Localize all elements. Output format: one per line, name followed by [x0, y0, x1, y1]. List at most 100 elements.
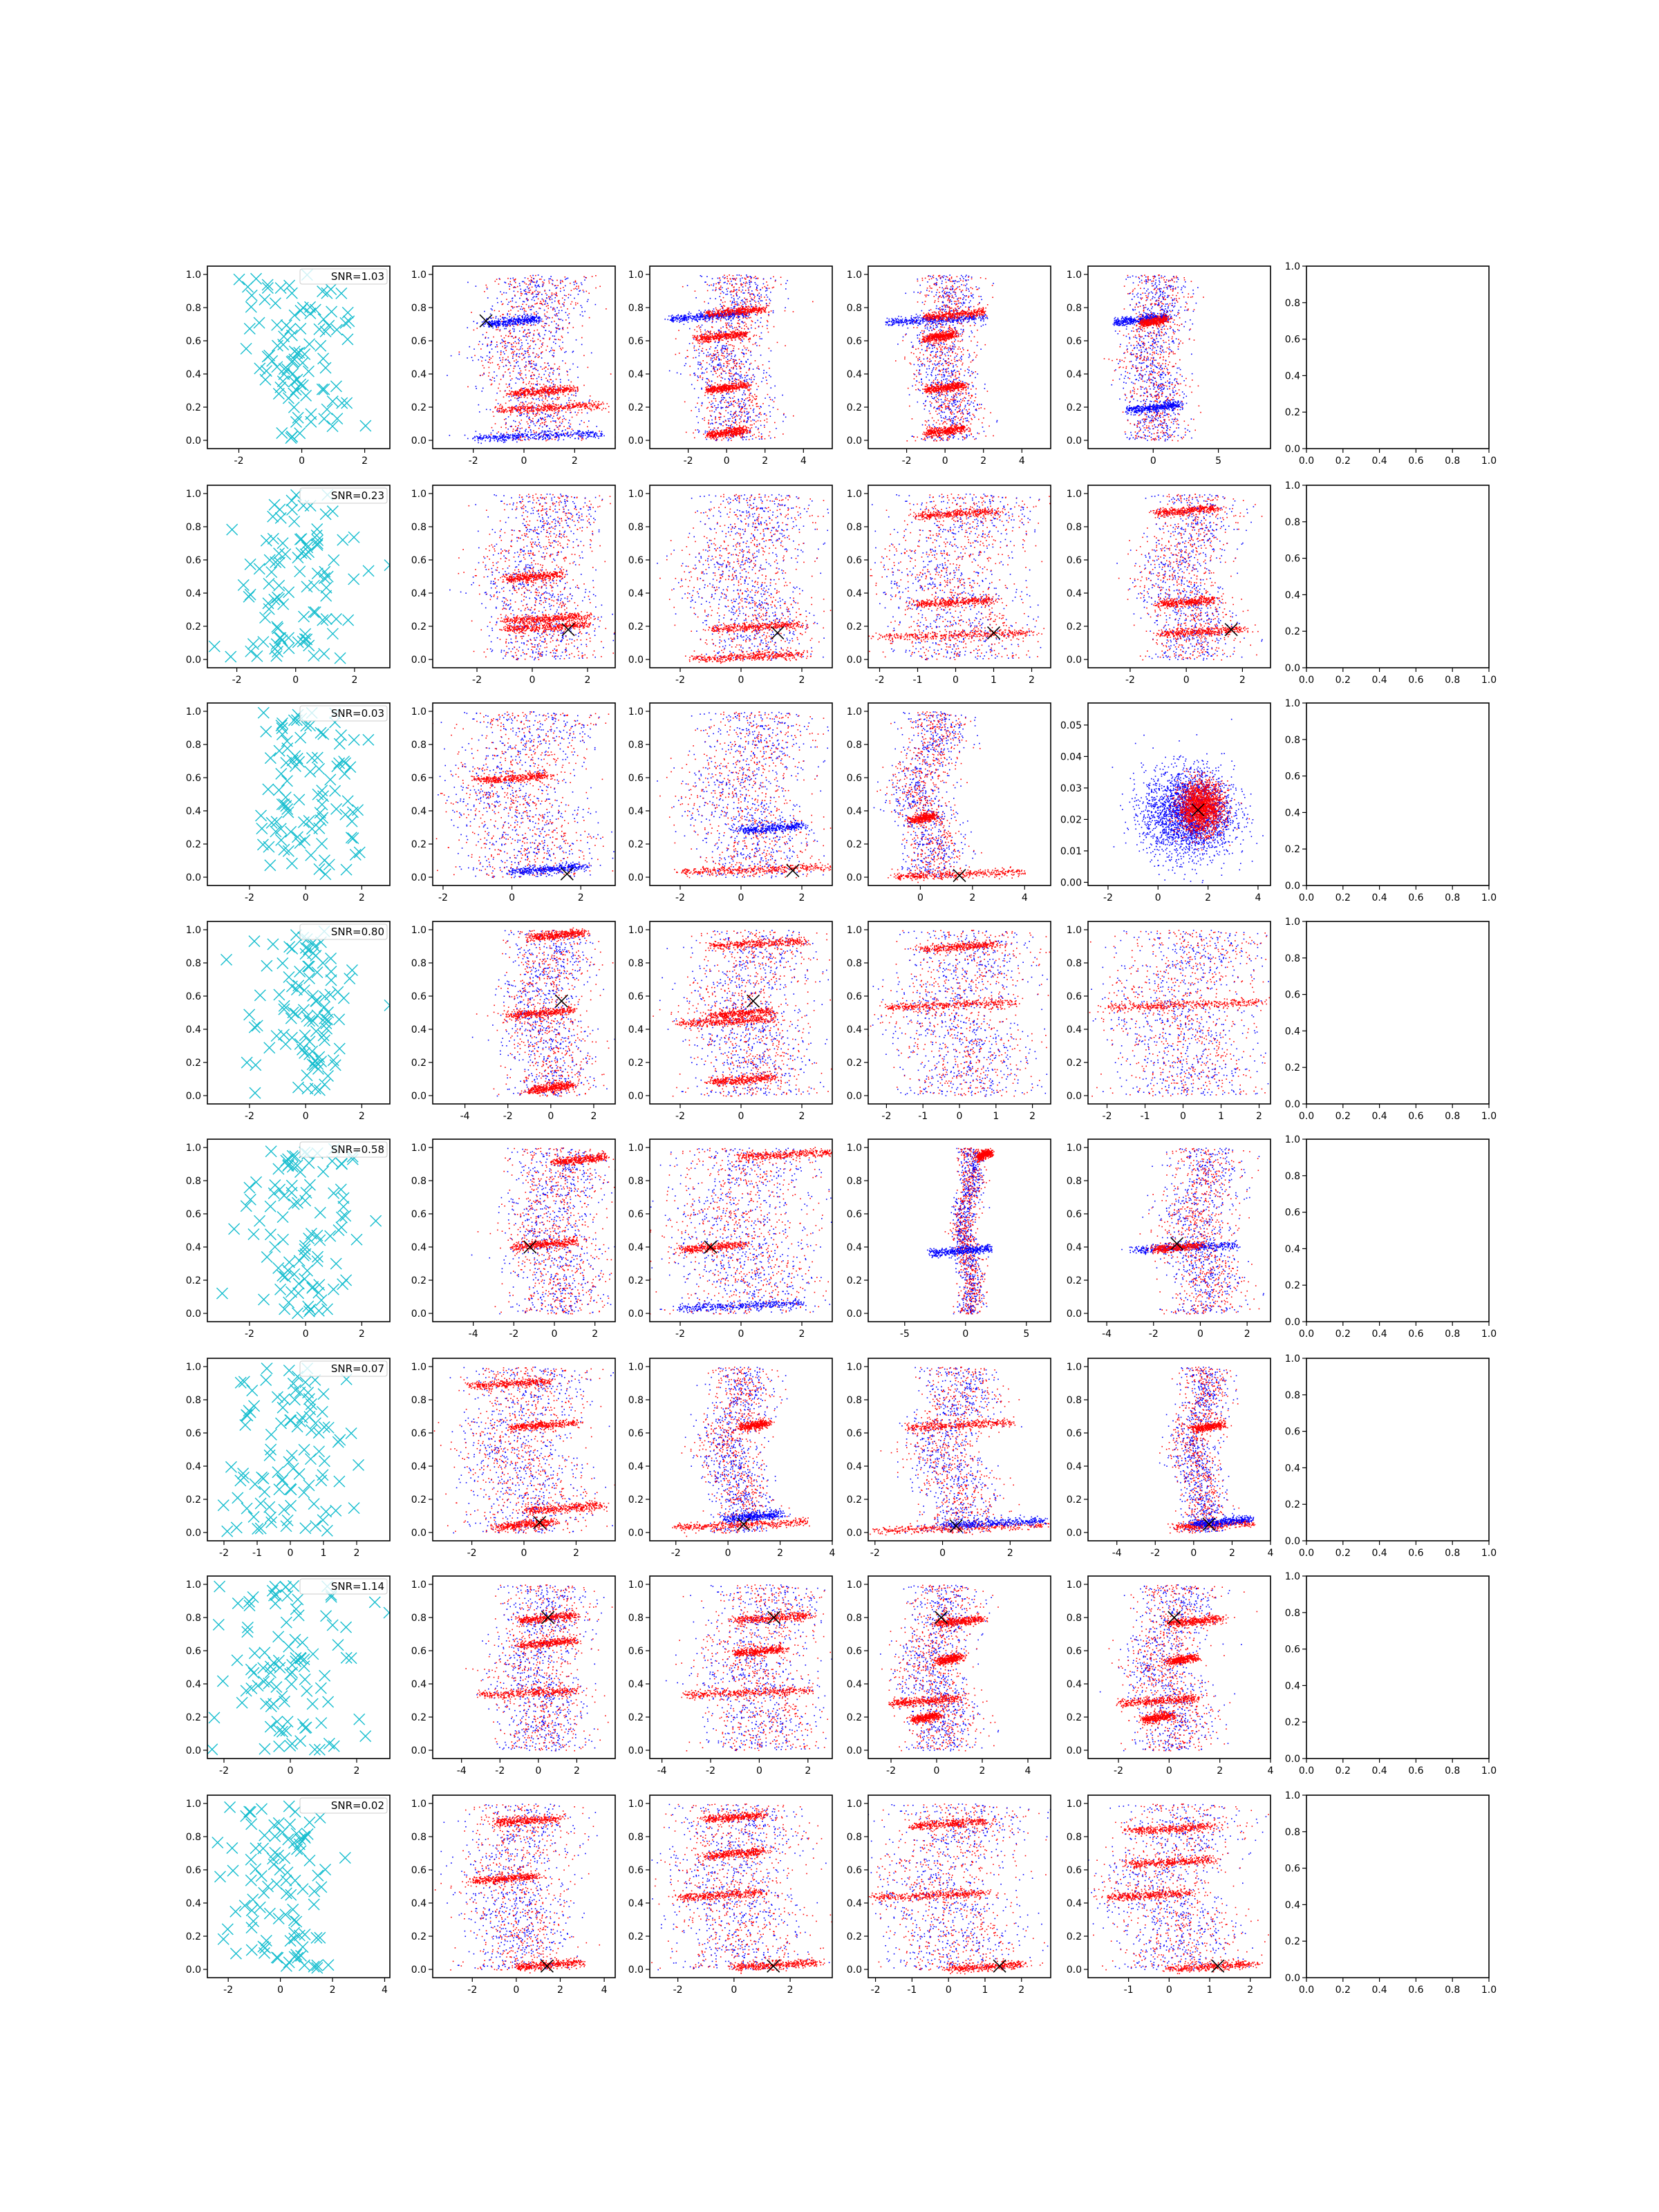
- data-point: [686, 432, 687, 433]
- data-point: [700, 329, 702, 330]
- data-point: [523, 411, 525, 412]
- data-point: [749, 416, 751, 418]
- data-point: [534, 395, 535, 397]
- data-point: [743, 353, 744, 354]
- data-point: [504, 341, 505, 343]
- data-point: [492, 306, 494, 307]
- data-point: [705, 431, 706, 432]
- data-point: [528, 306, 529, 307]
- data-point: [545, 419, 546, 420]
- data-point: [545, 315, 546, 317]
- data-point: [532, 306, 533, 307]
- data-point: [725, 331, 727, 332]
- data-point: [541, 326, 543, 327]
- data-point: [518, 373, 519, 374]
- data-point: [728, 378, 729, 379]
- data-point: [505, 345, 506, 346]
- data-point: [749, 370, 750, 371]
- data-point: [599, 431, 600, 432]
- data-point: [736, 368, 738, 370]
- data-point: [544, 279, 545, 281]
- data-point: [505, 418, 507, 420]
- data-point: [550, 307, 552, 308]
- data-point: [749, 301, 751, 302]
- y-tick-label: 0.6: [411, 336, 427, 347]
- data-point: [709, 331, 710, 332]
- data-point: [517, 391, 518, 392]
- data-point: [729, 323, 730, 324]
- data-point: [550, 299, 551, 301]
- data-point: [552, 368, 554, 369]
- data-point: [544, 432, 545, 433]
- data-point: [491, 342, 492, 344]
- data-point: [728, 439, 729, 440]
- data-point: [527, 343, 529, 344]
- data-point: [550, 421, 552, 422]
- data-point: [710, 354, 711, 355]
- data-point: [756, 415, 758, 417]
- data-point: [770, 300, 771, 301]
- data-point: [525, 293, 526, 294]
- data-point: [532, 437, 534, 438]
- data-point: [549, 404, 550, 406]
- data-point: [756, 396, 758, 397]
- data-point: [764, 286, 765, 288]
- data-point: [751, 325, 752, 326]
- data-point: [550, 368, 552, 370]
- data-point: [519, 373, 521, 374]
- data-point: [738, 399, 739, 400]
- data-point: [742, 399, 743, 400]
- data-point: [547, 303, 548, 304]
- data-point: [549, 382, 550, 383]
- data-point: [534, 318, 535, 319]
- data-point: [523, 319, 525, 321]
- data-point: [572, 429, 573, 430]
- data-point: [552, 418, 554, 419]
- data-point: [727, 361, 729, 362]
- data-point: [480, 356, 482, 357]
- data-point: [560, 281, 561, 283]
- data-point: [553, 355, 554, 357]
- data-point: [752, 435, 753, 436]
- data-point: [515, 346, 516, 348]
- data-point: [572, 434, 573, 435]
- data-point: [736, 317, 738, 318]
- data-point: [767, 394, 769, 395]
- data-point: [589, 317, 590, 319]
- data-point: [552, 292, 553, 294]
- data-point: [770, 278, 771, 279]
- data-point: [550, 297, 551, 298]
- data-point: [521, 322, 522, 324]
- data-point: [516, 362, 517, 364]
- data-point: [571, 391, 572, 392]
- data-point: [515, 392, 516, 393]
- data-point: [512, 298, 514, 299]
- data-point: [542, 413, 543, 414]
- data-point: [709, 427, 710, 428]
- data-point: [549, 298, 550, 299]
- data-point: [741, 406, 742, 408]
- data-point: [768, 332, 769, 333]
- data-point: [763, 370, 765, 371]
- data-point: [577, 390, 579, 391]
- data-point: [537, 409, 538, 410]
- data-point: [718, 359, 720, 361]
- data-point: [731, 303, 733, 304]
- data-point: [783, 414, 785, 415]
- data-point: [767, 422, 768, 423]
- data-point: [505, 326, 506, 327]
- data-point: [547, 346, 548, 347]
- data-point: [482, 365, 484, 366]
- data-point: [767, 320, 768, 321]
- data-point: [735, 355, 736, 356]
- data-point: [756, 284, 757, 285]
- data-point: [321, 404, 332, 415]
- data-point: [541, 422, 543, 424]
- data-point: [755, 322, 756, 324]
- data-point: [533, 335, 534, 336]
- data-point: [522, 436, 523, 438]
- data-point: [497, 302, 498, 303]
- data-point: [780, 284, 782, 285]
- x-tick-label: -2: [469, 456, 478, 467]
- data-point: [534, 432, 535, 433]
